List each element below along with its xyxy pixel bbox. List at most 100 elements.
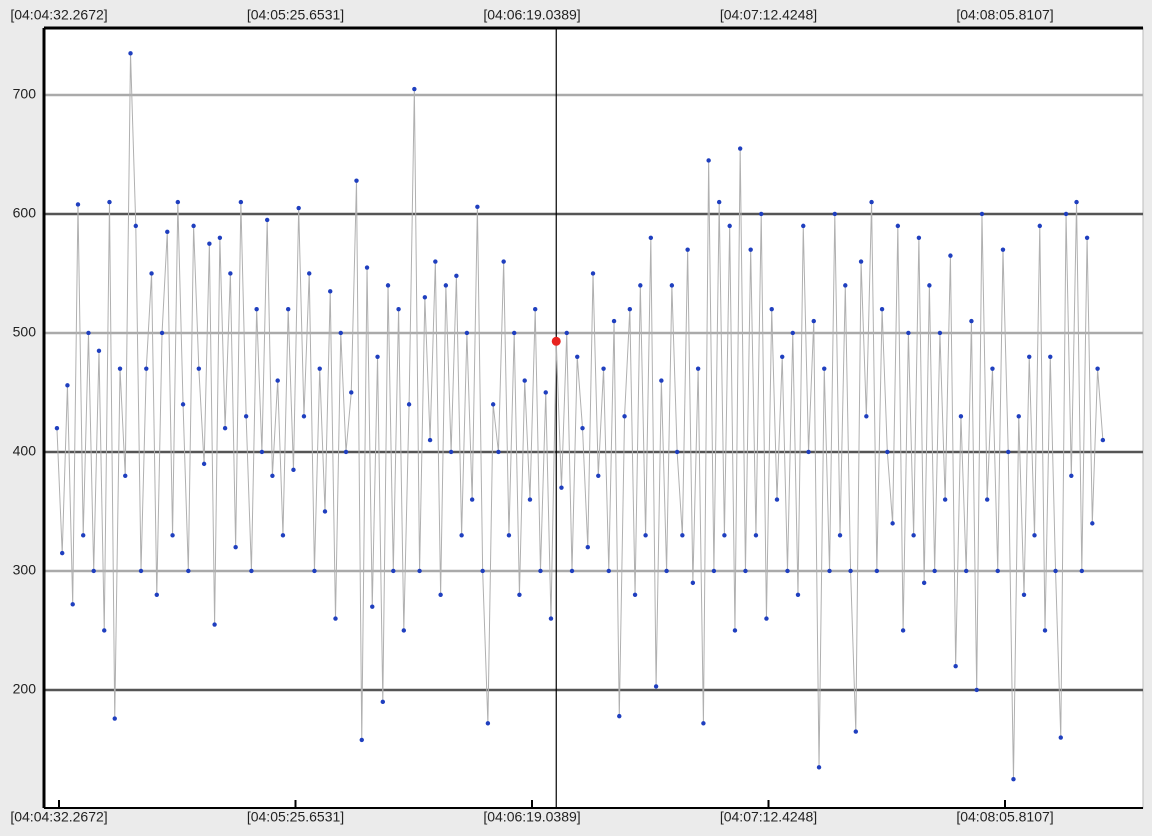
data-point [1048, 354, 1053, 359]
data-point [890, 521, 895, 526]
data-point [391, 568, 396, 574]
data-point [911, 533, 916, 538]
data-point [233, 544, 238, 550]
data-point [343, 449, 349, 455]
data-point [606, 568, 611, 574]
data-point [1011, 777, 1016, 782]
data-point [816, 765, 822, 770]
y-tick-label: 500 [13, 324, 37, 340]
x-tick-label: [04:06:19.0389] [483, 7, 580, 23]
data-point [75, 202, 81, 207]
data-point [307, 271, 312, 276]
data-point [396, 306, 401, 312]
data-point [270, 473, 275, 478]
data-point [900, 628, 906, 633]
highlight-point [551, 336, 561, 346]
data-point [801, 223, 806, 229]
data-point [275, 378, 280, 383]
data-point [1074, 199, 1079, 205]
data-point [701, 721, 706, 726]
data-point [732, 628, 738, 633]
data-point [186, 568, 191, 574]
data-point [632, 592, 638, 597]
data-point [774, 497, 780, 502]
y-tick-label: 400 [13, 443, 37, 459]
data-point [512, 330, 517, 336]
data-point [91, 568, 96, 574]
data-point [149, 271, 154, 276]
data-point [706, 158, 711, 163]
data-point [832, 211, 838, 217]
data-point [338, 330, 343, 336]
data-point [764, 616, 769, 621]
data-point [611, 318, 617, 324]
data-point [837, 533, 843, 538]
data-point [1037, 223, 1042, 229]
data-point [585, 544, 590, 550]
data-point [590, 271, 596, 276]
data-point [480, 568, 485, 574]
data-point [1069, 473, 1074, 478]
data-point [906, 330, 911, 336]
data-point [243, 414, 249, 419]
data-point [864, 414, 869, 419]
data-point [737, 146, 743, 151]
data-point [1021, 592, 1027, 597]
x-tick-label: [04:07:12.4248] [720, 7, 817, 23]
data-point [575, 354, 580, 359]
data-point [643, 533, 648, 538]
data-point [958, 414, 964, 419]
data-point [222, 425, 228, 431]
data-point [81, 533, 86, 538]
data-point [448, 449, 454, 455]
data-point [301, 414, 307, 419]
data-point [459, 533, 464, 538]
data-point [165, 229, 170, 235]
data-point [259, 449, 265, 455]
data-point [617, 713, 622, 719]
data-point [895, 223, 901, 229]
data-point [417, 568, 422, 574]
data-point [128, 51, 133, 56]
data-point [70, 602, 75, 607]
data-point [427, 437, 433, 443]
data-point [653, 684, 659, 689]
data-point [648, 235, 654, 240]
data-point [569, 568, 575, 574]
data-point [469, 497, 475, 502]
data-point [538, 568, 543, 574]
data-point [412, 86, 417, 92]
data-point [170, 533, 175, 538]
data-point [969, 318, 974, 324]
data-point [680, 533, 685, 538]
data-point [953, 663, 958, 669]
data-point [496, 449, 501, 455]
data-point [285, 306, 291, 312]
x-tick-label: [04:06:19.0389] [483, 809, 580, 825]
data-point [175, 199, 181, 205]
data-point [927, 283, 932, 288]
data-point [1100, 437, 1106, 443]
data-point [638, 283, 643, 288]
data-point [974, 687, 979, 693]
data-point [454, 273, 459, 279]
data-point [1006, 449, 1011, 455]
data-point [385, 283, 391, 288]
data-point [159, 330, 165, 336]
data-point [753, 533, 759, 538]
data-point [858, 259, 864, 264]
data-point [191, 223, 196, 229]
data-point [138, 568, 144, 574]
data-point [443, 283, 449, 288]
data-point [601, 366, 606, 371]
data-point [312, 568, 317, 574]
data-point [180, 402, 186, 407]
x-tick-label: [04:05:25.6531] [247, 7, 344, 23]
data-point [659, 378, 664, 383]
data-point [879, 306, 885, 312]
data-point [133, 223, 138, 229]
data-point [1027, 354, 1032, 359]
data-point [716, 199, 722, 205]
data-point [433, 259, 438, 264]
data-point [942, 497, 948, 502]
